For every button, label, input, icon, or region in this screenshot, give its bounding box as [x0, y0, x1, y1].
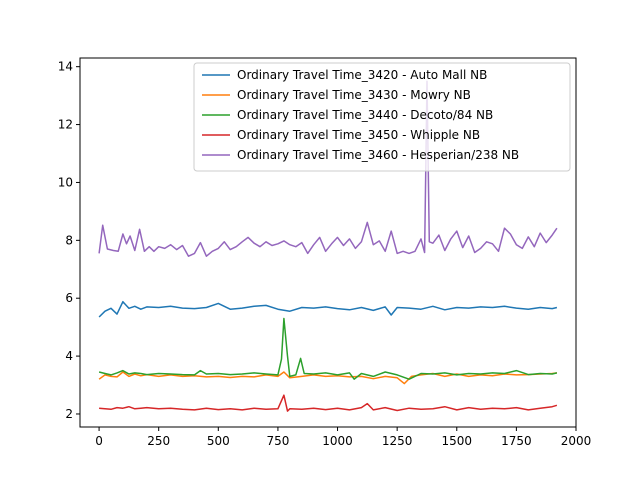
series-layer — [98, 80, 558, 412]
legend-box — [193, 62, 571, 172]
x-tick-label: 500 — [207, 434, 230, 448]
x-tick-label: 0 — [95, 434, 103, 448]
legend-label: Ordinary Travel Time_3430 - Mowry NB — [237, 88, 471, 102]
x-tick-label: 1750 — [501, 434, 532, 448]
x-tick-label: 1000 — [322, 434, 353, 448]
plot-frame — [79, 57, 577, 428]
x-axis: 0 250 500 750 1000 1250 1500 1750 2000 — [95, 427, 591, 448]
series-line-2 — [98, 371, 557, 385]
y-tick-label: 14 — [58, 60, 73, 74]
series-line-5 — [98, 80, 558, 257]
y-tick-label: 10 — [58, 175, 73, 189]
y-tick-label: 8 — [65, 233, 73, 247]
y-tick-label: 6 — [65, 291, 73, 305]
x-tick-label: 250 — [147, 434, 170, 448]
y-axis: 2 4 6 8 10 12 14 — [58, 60, 80, 421]
x-tick-label: 1250 — [382, 434, 413, 448]
series-line-4 — [99, 394, 558, 412]
x-tick-label: 1500 — [441, 434, 472, 448]
x-tick-label: 750 — [266, 434, 289, 448]
series-line-1 — [98, 300, 558, 318]
legend-label: Ordinary Travel Time_3440 - Decoto/84 NB — [237, 108, 493, 122]
x-tick-label: 2000 — [561, 434, 592, 448]
legend-label: Ordinary Travel Time_3420 - Auto Mall NB — [237, 68, 487, 82]
series-line-3 — [98, 317, 558, 380]
legend-label: Ordinary Travel Time_3460 - Hesperian/23… — [237, 148, 519, 162]
legend: Ordinary Travel Time_3420 - Auto Mall NB… — [193, 62, 571, 172]
legend-label: Ordinary Travel Time_3450 - Whipple NB — [237, 128, 480, 142]
y-tick-label: 12 — [58, 118, 73, 132]
y-tick-label: 2 — [65, 407, 73, 421]
y-tick-label: 4 — [65, 349, 73, 363]
